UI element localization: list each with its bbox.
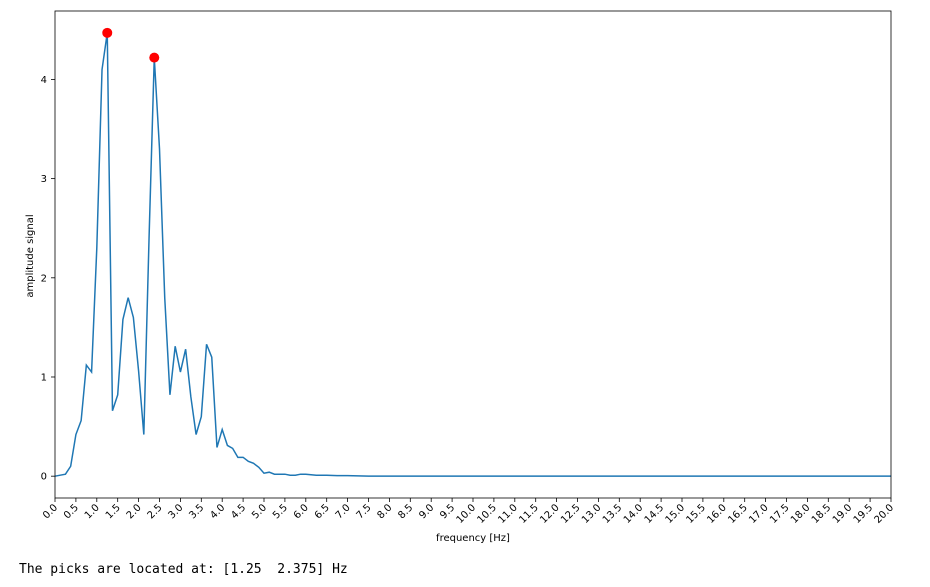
x-tick-label: 2.0 <box>125 502 144 521</box>
x-tick-label: 13.0 <box>580 502 604 526</box>
y-axis-ticks: 0 1 2 3 4 <box>41 75 55 483</box>
x-tick-label: 0.0 <box>41 502 60 521</box>
x-tick-label: 20.0 <box>873 502 897 526</box>
x-tick-label: 7.0 <box>334 502 353 521</box>
x-tick-label: 7.5 <box>355 502 374 521</box>
peak-markers <box>102 27 160 63</box>
x-tick-label: 18.0 <box>789 502 813 526</box>
x-tick-label: 3.0 <box>166 502 185 521</box>
y-tick-label: 0 <box>41 472 47 483</box>
x-tick-label: 9.0 <box>417 502 436 521</box>
x-axis-label: frequency [Hz] <box>436 533 510 544</box>
x-tick-label: 19.0 <box>831 502 855 526</box>
x-tick-label: 16.5 <box>726 502 750 526</box>
x-tick-label: 5.5 <box>271 502 290 521</box>
x-tick-label: 3.5 <box>187 502 206 521</box>
peak-marker <box>102 27 113 38</box>
x-tick-label: 17.5 <box>768 502 792 526</box>
x-tick-label: 14.5 <box>643 502 667 526</box>
y-axis-label: amplitude signal <box>25 214 36 297</box>
x-tick-label: 16.0 <box>705 502 729 526</box>
x-tick-label: 4.0 <box>208 502 227 521</box>
series-line <box>54 32 891 477</box>
x-tick-label: 2.5 <box>146 502 165 521</box>
picks-output-text: The picks are located at: [1.25 2.375] H… <box>19 562 348 577</box>
chart: 0 1 2 3 4 0.0 0.5 1.0 1.5 2.0 2.5 3.0 3.5 4.0 4.5 5.0 5… <box>25 10 896 544</box>
x-tick-label: 12.5 <box>559 502 583 526</box>
plot-frame <box>54 10 892 499</box>
x-tick-label: 15.5 <box>684 502 708 526</box>
x-axis-ticks: 0.0 0.5 1.0 1.5 2.0 2.5 3.0 3.5 4.0 4.5 5.0 5.5 6.0 6… <box>41 498 896 526</box>
x-tick-label: 1.0 <box>83 502 102 521</box>
x-tick-label: 8.5 <box>396 502 415 521</box>
y-tick-label: 1 <box>41 372 47 383</box>
x-tick-label: 6.5 <box>313 502 332 521</box>
y-tick-label: 3 <box>41 174 47 185</box>
x-tick-label: 14.0 <box>622 502 646 526</box>
x-tick-label: 4.5 <box>229 502 248 521</box>
x-tick-label: 17.0 <box>747 502 771 526</box>
x-tick-label: 11.5 <box>517 502 541 526</box>
x-tick-label: 10.5 <box>475 502 499 526</box>
x-tick-label: 12.0 <box>538 502 562 526</box>
x-tick-label: 19.5 <box>852 502 876 526</box>
x-tick-label: 11.0 <box>496 502 520 526</box>
x-tick-label: 0.5 <box>62 502 81 521</box>
x-tick-label: 10.0 <box>455 502 479 526</box>
peak-marker <box>149 52 160 63</box>
x-tick-label: 8.0 <box>375 502 394 521</box>
x-tick-label: 15.0 <box>664 502 688 526</box>
x-tick-label: 13.5 <box>601 502 625 526</box>
x-tick-label: 5.0 <box>250 502 269 521</box>
x-tick-label: 6.0 <box>292 502 311 521</box>
x-tick-label: 1.5 <box>104 502 123 521</box>
x-tick-label: 18.5 <box>810 502 834 526</box>
y-tick-label: 4 <box>41 75 47 86</box>
y-tick-label: 2 <box>41 273 47 284</box>
